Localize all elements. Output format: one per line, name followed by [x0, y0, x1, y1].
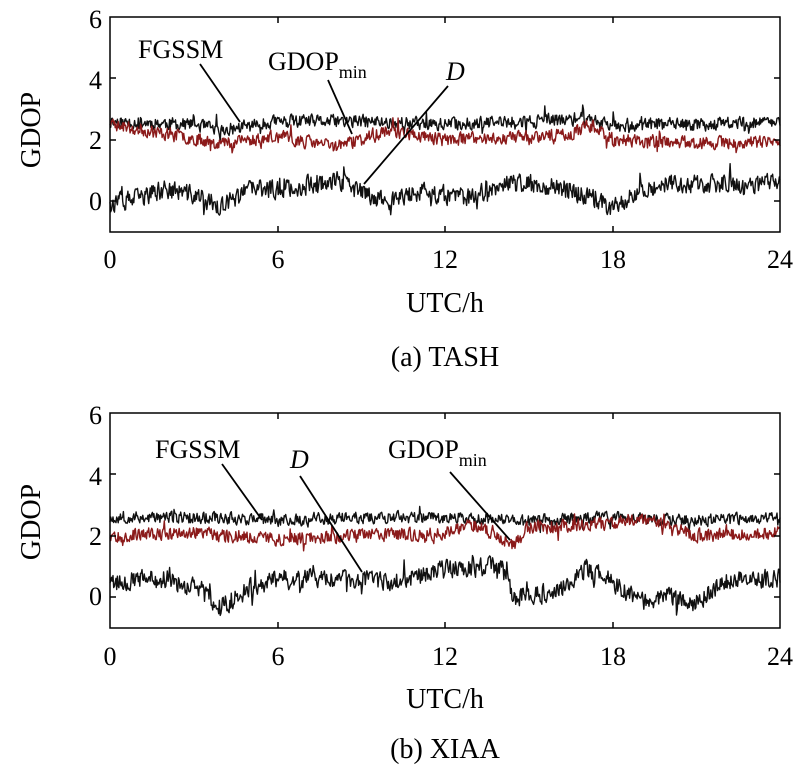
y-tick-label: 4 — [89, 66, 102, 95]
x-axis-label: UTC/h — [406, 288, 484, 319]
annotation-fgssm: FGSSM — [138, 35, 223, 64]
series-line-gdop-min — [109, 513, 781, 552]
series-line-d — [109, 554, 781, 617]
y-tick-label: 6 — [89, 401, 102, 430]
leader-d — [363, 85, 449, 185]
annotation-gdop-sub: min — [459, 450, 487, 470]
y-tick-label: 4 — [89, 462, 102, 491]
x-tick-label: 12 — [432, 245, 458, 274]
x-tick-label: 6 — [272, 245, 285, 274]
series-line-fgssm — [109, 104, 781, 142]
y-tick-label: 0 — [89, 187, 102, 216]
y-tick-label: 2 — [89, 126, 102, 155]
panel-tash: GDOP 0 2 4 6 0 6 12 18 24 UTC/h (a) TASH — [16, 5, 793, 373]
y-axis-label: GDOP — [16, 92, 47, 168]
leader-d — [299, 475, 363, 573]
series-line-d — [109, 163, 781, 216]
annotation-gdop-main: GDOP — [388, 435, 459, 464]
x-ticks — [277, 413, 614, 628]
x-tick-label: 18 — [600, 642, 626, 671]
y-ticks — [110, 473, 780, 598]
series-group — [109, 505, 781, 617]
plot-area — [109, 412, 781, 629]
y-ticks — [110, 77, 780, 202]
annotation-fgssm: FGSSM — [155, 435, 240, 464]
y-tick-label: 6 — [89, 5, 102, 34]
leader-gdop-min — [327, 79, 353, 135]
leader-gdop-min — [449, 471, 511, 541]
series-group — [109, 104, 781, 216]
x-tick-label: 0 — [104, 642, 117, 671]
panel-caption: (a) TASH — [391, 342, 499, 373]
y-tick-labels: 0 2 4 6 — [89, 5, 102, 216]
y-tick-labels: 0 2 4 6 — [89, 401, 102, 611]
x-tick-label: 18 — [600, 245, 626, 274]
panel-caption: (b) XIAA — [390, 734, 500, 765]
x-tick-label: 24 — [767, 245, 793, 274]
annotations: FGSSM GDOPmin D — [138, 35, 465, 185]
x-tick-labels: 0 6 12 18 24 — [104, 642, 794, 671]
x-tick-label: 6 — [272, 642, 285, 671]
panel-xiaa: GDOP 0 2 4 6 0 6 12 18 24 UTC/h (b) XIAA — [16, 401, 793, 765]
y-tick-label: 0 — [89, 582, 102, 611]
annotation-d: D — [289, 445, 309, 474]
annotation-d: D — [445, 57, 465, 86]
plot-area — [109, 16, 781, 233]
x-tick-label: 0 — [104, 245, 117, 274]
y-axis-label: GDOP — [16, 484, 47, 560]
annotation-gdop-sub: min — [339, 62, 367, 82]
y-tick-label: 2 — [89, 522, 102, 551]
annotations: FGSSM D GDOPmin — [155, 435, 511, 573]
annotation-gdop-main: GDOP — [268, 47, 339, 76]
annotation-gdop-min: GDOPmin — [388, 435, 487, 470]
x-tick-label: 12 — [432, 642, 458, 671]
x-tick-label: 24 — [767, 642, 793, 671]
annotation-gdop-min: GDOPmin — [268, 47, 367, 82]
leader-fgssm — [199, 63, 241, 123]
x-ticks — [277, 17, 614, 232]
x-axis-label: UTC/h — [406, 684, 484, 715]
x-tick-labels: 0 6 12 18 24 — [104, 245, 794, 274]
leader-fgssm — [221, 463, 263, 521]
series-line-fgssm — [109, 505, 781, 534]
series-line-gdop-min — [109, 117, 781, 154]
